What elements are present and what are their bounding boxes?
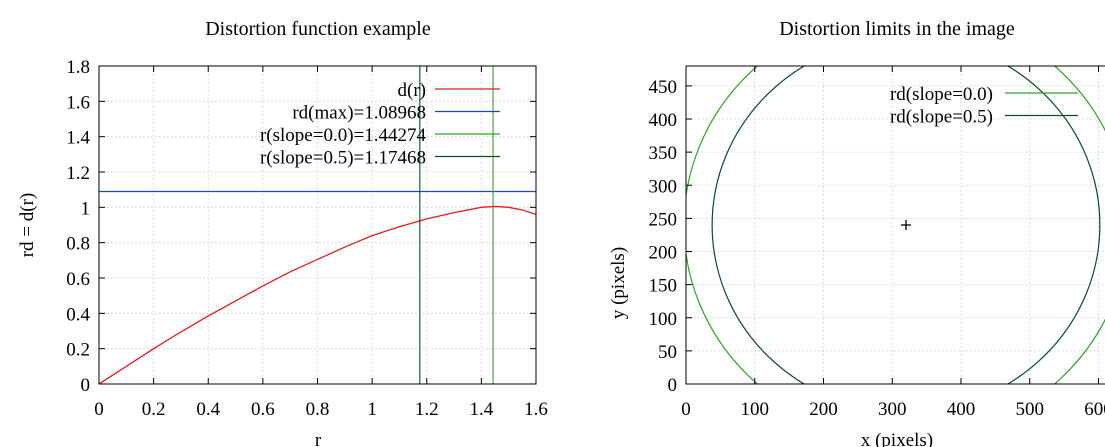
legend: rd(slope=0.0)rd(slope=0.5) — [890, 84, 1078, 128]
legend-label: rd(slope=0.0) — [890, 84, 993, 105]
y-tick-label: 250 — [649, 209, 678, 230]
y-tick-label: 1.8 — [66, 57, 90, 78]
x-axis-label: r — [315, 430, 322, 447]
x-tick-label: 100 — [741, 399, 770, 420]
axis-ticks: 0 100 200 300 400 500 600 0 50 100 150 200 250 300 350… — [649, 66, 1105, 420]
y-tick-label: 0 — [81, 375, 91, 396]
y-tick-label: 1 — [81, 198, 91, 219]
y-tick-label: 150 — [649, 276, 678, 297]
legend-label: d(r) — [398, 80, 426, 101]
x-tick-label: 0.4 — [196, 399, 220, 420]
x-tick-label: 1.4 — [470, 399, 494, 420]
series-circle — [711, 66, 1101, 384]
y-tick-label: 100 — [649, 309, 678, 330]
y-tick-label: 1.6 — [66, 92, 90, 113]
x-tick-label: 500 — [1016, 399, 1045, 420]
y-tick-label: 1.2 — [66, 163, 90, 184]
x-tick-label: 400 — [947, 399, 976, 420]
x-tick-label: 0 — [681, 399, 691, 420]
y-axis-label: rd = d(r) — [17, 193, 38, 258]
y-tick-label: 400 — [649, 110, 678, 131]
x-tick-label: 1.6 — [524, 399, 548, 420]
y-tick-label: 0 — [668, 375, 678, 396]
x-tick-label: 300 — [878, 399, 907, 420]
y-tick-label: 0.2 — [66, 340, 90, 361]
chart-title: Distortion limits in the image — [779, 18, 1015, 40]
y-tick-label: 0.4 — [66, 304, 90, 325]
legend: d(r)rd(max)=1.08968r(slope=0.0)=1.44274r… — [260, 80, 500, 169]
series-circle — [686, 66, 1105, 384]
y-tick-label: 450 — [649, 77, 678, 98]
series-line-d-r — [99, 205, 536, 384]
y-axis-label: y (pixels) — [608, 247, 629, 319]
x-tick-label: 1.2 — [415, 399, 439, 420]
x-tick-label: 600 — [1084, 399, 1105, 420]
x-tick-label: 1 — [367, 399, 377, 420]
y-tick-label: 300 — [649, 176, 678, 197]
legend-label: r(slope=0.5)=1.17468 — [260, 148, 426, 169]
y-tick-label: 350 — [649, 143, 678, 164]
chart-distortion-function: Distortion function example 0 0.2 0.4 0.6 0.… — [17, 18, 548, 447]
x-tick-label: 0.2 — [142, 399, 166, 420]
x-tick-label: 0.6 — [251, 399, 275, 420]
x-axis-label: x (pixels) — [861, 430, 933, 447]
y-tick-label: 50 — [658, 342, 677, 363]
y-tick-label: 0.6 — [66, 269, 90, 290]
plot-frame — [685, 65, 1105, 385]
y-tick-label: 200 — [649, 243, 678, 264]
plot-series — [686, 66, 1105, 384]
y-tick-label: 1.4 — [66, 128, 90, 149]
grid — [685, 66, 1105, 385]
axis-ticks: 0 0.2 0.4 0.6 0.8 1 1.2 1.4 1.6 0 0.2 0.4 0.6 0.8 1 1.2… — [66, 57, 548, 420]
legend-label: rd(max)=1.08968 — [292, 103, 426, 124]
y-tick-label: 0.8 — [66, 234, 90, 255]
legend-label: rd(slope=0.5) — [890, 107, 993, 128]
chart-title: Distortion function example — [205, 18, 431, 40]
chart-distortion-limits: Distortion limits in the image 0 100 200 30… — [608, 18, 1105, 447]
legend-label: r(slope=0.0)=1.44274 — [260, 125, 427, 146]
x-tick-label: 0 — [94, 399, 104, 420]
x-tick-label: 200 — [809, 399, 838, 420]
x-tick-label: 0.8 — [306, 399, 330, 420]
plot-series — [99, 66, 536, 384]
